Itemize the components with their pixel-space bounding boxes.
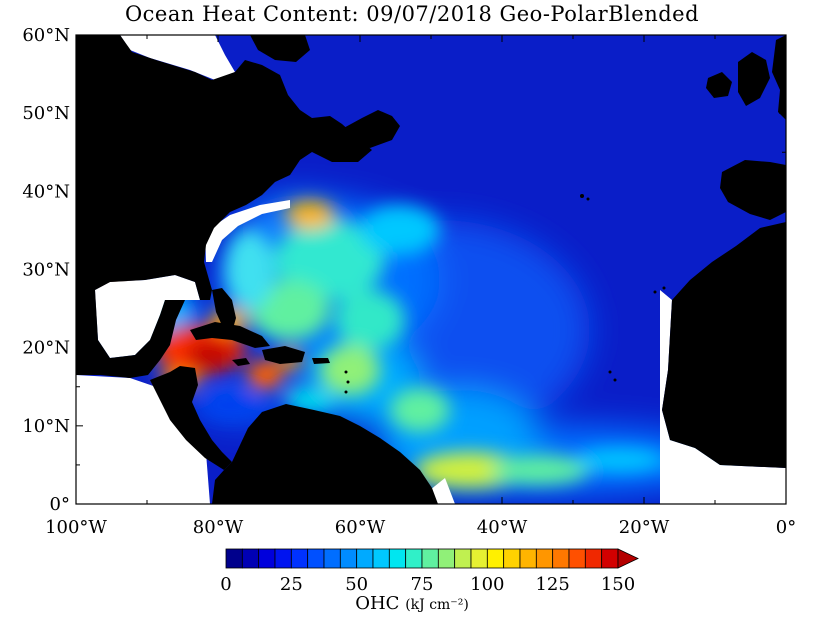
colorbar-swatch xyxy=(258,548,276,569)
colorbar-title: OHC (kJ cm⁻²) xyxy=(0,593,824,614)
colorbar-tick-label: 25 xyxy=(280,574,303,595)
colorbar-swatch xyxy=(421,548,439,569)
colorbar-swatch xyxy=(486,548,505,569)
lat-tick-label: 50°N xyxy=(22,103,70,124)
colorbar-swatch xyxy=(601,548,619,569)
colorbar-swatch xyxy=(454,548,472,569)
lon-tick-label: 20°W xyxy=(619,517,670,538)
colorbar-swatch xyxy=(470,548,488,569)
colorbar-swatch xyxy=(372,548,390,569)
colorbar-swatch xyxy=(241,548,260,569)
lon-tick-label: 40°W xyxy=(477,517,528,538)
colorbar-tick-labels: 0 25 50 75 100 125 150 xyxy=(220,574,635,595)
colorbar-tick-label: 125 xyxy=(535,574,569,595)
colorbar-swatch xyxy=(225,548,243,569)
lon-tick-label: 0° xyxy=(776,517,796,538)
lon-tick-label: 100°W xyxy=(45,517,107,538)
colorbar-swatch xyxy=(535,548,554,569)
map-plot-area xyxy=(76,35,786,504)
colorbar-title-text: OHC xyxy=(355,593,400,614)
colorbar-swatch xyxy=(584,548,603,569)
lon-tick-label: 60°W xyxy=(335,517,386,538)
colorbar-swatch xyxy=(503,548,521,569)
lat-tick-label: 10°N xyxy=(22,416,70,437)
axis-ticks xyxy=(75,34,787,505)
lat-tick-label: 60°N xyxy=(22,25,70,46)
lat-tick-label: 40°N xyxy=(22,181,70,202)
lat-tick-label: 20°N xyxy=(22,338,70,359)
colorbar-swatch xyxy=(339,548,358,569)
colorbar-swatch xyxy=(356,548,374,569)
colorbar-swatch xyxy=(307,548,325,569)
colorbar-swatch xyxy=(274,548,292,569)
colorbar-units: (kJ cm⁻²) xyxy=(405,597,469,613)
colorbar-tick-label: 75 xyxy=(411,574,434,595)
colorbar-tick-label: 50 xyxy=(345,574,368,595)
land xyxy=(76,35,786,504)
colorbar-swatch xyxy=(323,548,341,569)
lon-tick-label: 80°W xyxy=(193,517,244,538)
colorbar-swatch xyxy=(388,548,407,569)
colorbar-swatch xyxy=(519,548,537,569)
colorbar-swatch xyxy=(552,548,570,569)
lat-tick-label: 30°N xyxy=(22,260,70,281)
colorbar-tick-label: 150 xyxy=(601,574,635,595)
colorbar-tick-label: 0 xyxy=(220,574,231,595)
lat-tick-label: 0° xyxy=(50,494,70,515)
colorbar-swatch xyxy=(290,548,309,569)
colorbar-swatch xyxy=(568,548,586,569)
colorbar-extend-arrow xyxy=(617,548,639,569)
axis-tick-labels: 0° 10°N 20°N 30°N 40°N 50°N 60°N 100°W 80°W 60°W 4… xyxy=(22,25,796,538)
colorbar xyxy=(225,548,639,569)
map-title: Ocean Heat Content: 09/07/2018 Geo-Polar… xyxy=(124,2,700,26)
colorbar-tick-label: 100 xyxy=(470,574,504,595)
colorbar-swatch xyxy=(437,548,456,569)
colorbar-swatch xyxy=(405,548,423,569)
